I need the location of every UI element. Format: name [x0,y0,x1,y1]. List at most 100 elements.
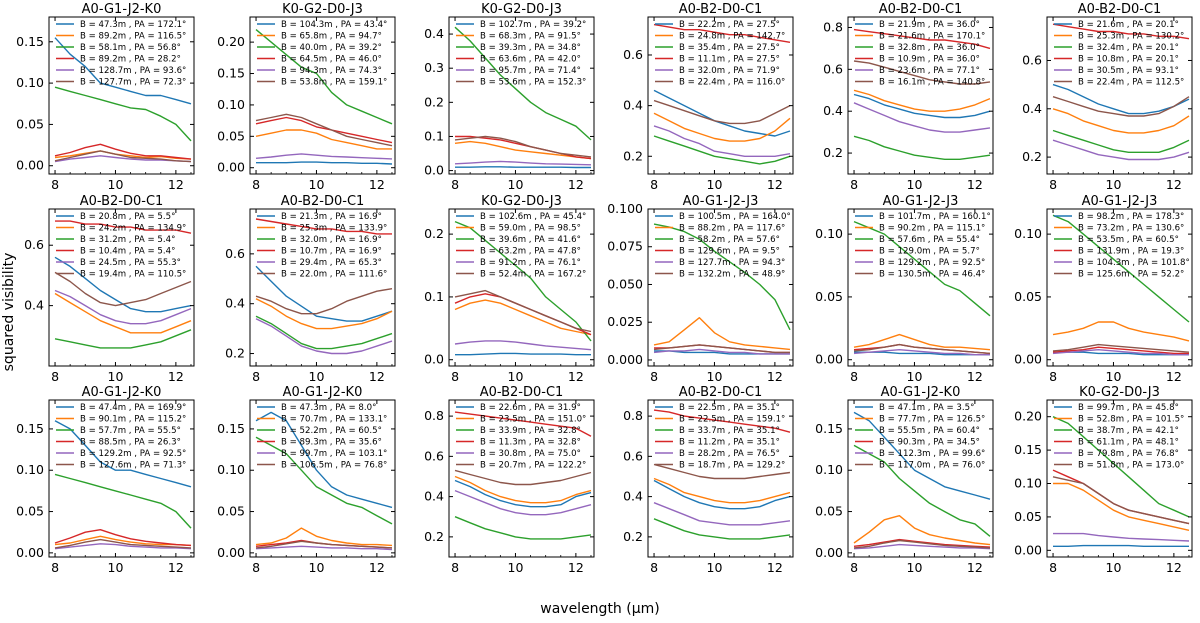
series-lines [255,29,393,165]
legend-entry: B = 129.6m , PA = 9.5° [679,247,780,257]
x-tick-label: 8 [451,369,459,384]
y-tick-label: 0.2 [623,529,643,544]
series-line [455,166,591,169]
y-tick-label: 0.4 [24,298,44,313]
legend-entry: B = 19.4m , PA = 110.5° [80,270,186,280]
x-tick-label: 12 [1166,177,1182,192]
legend-entry: B = 20.7m , PA = 122.2° [480,461,586,471]
x-tick-label: 12 [967,560,983,575]
legend-entry: B = 100.5m , PA = 164.0° [679,212,791,222]
series-line [54,271,192,307]
series-line [853,444,991,537]
legend-entry: B = 88.2m , PA = 117.6° [679,224,785,234]
series-line [255,129,392,150]
y-tick-label: 0.6 [823,61,843,76]
legend-entry: B = 61.1m , PA = 48.1° [1078,438,1179,448]
legend-entry: B = 64.5m , PA = 46.0° [281,55,382,65]
legend-entry: B = 24.2m , PA = 134.9° [80,224,186,234]
legend-entry: B = 21.3m , PA = 16.9° [281,212,382,222]
series-line [853,333,991,351]
legend: B = 47.3m , PA = 8.0° B = 70.7m , PA = 13… [257,403,387,471]
legend-entry: B = 104.3m , PA = 101.8° [1078,258,1190,268]
subplot: A0-G1-J2-K0 8 10 12 0.00 0.05 0.10 0.15 B = 47.3… [16,2,195,192]
series-line [653,223,791,331]
legend-entry: B = 25.3m , PA = 130.2° [1078,32,1184,42]
axes-frame [647,208,794,367]
axes-frame [448,16,595,175]
subplot: K0-G2-D0-J3 8 10 12 0.00 0.05 0.10 0.15 0.20 B = … [1014,385,1193,575]
legend-entry: B = 22.6m , PA = 31.9° [480,403,581,413]
series-line [853,538,991,548]
y-tick-label: 0.15 [16,34,44,49]
series-line [1052,129,1190,153]
series-line [653,348,790,355]
y-tick-label: 0.05 [217,504,245,519]
legend-entry: B = 16.1m , PA = 140.8° [879,78,985,88]
subplot: A0-B2-D0-C1 8 10 12 0.2 0.4 0.6 B = 22.2m , PA … [623,2,794,192]
axes-frame [448,399,595,558]
y-tick-label: 0.2 [623,148,643,163]
y-tick-label: 0.100 [607,201,643,216]
legend-entry: B = 22.5m , PA = 159.1° [679,415,785,425]
series-line [54,473,192,529]
legend-entry: B = 40.0m , PA = 39.2° [281,43,382,53]
legend-entry: B = 102.6m , PA = 45.4° [480,212,586,222]
x-tick-label: 10 [707,369,723,384]
legend-entry: B = 47.4m , PA = 169.9° [80,403,186,413]
legend-entry: B = 88.5m , PA = 26.3° [80,438,181,448]
axes-frame [1046,208,1193,367]
y-tick-label: 0.4 [225,296,245,311]
series-line [255,116,393,144]
series-line [54,143,192,160]
subplot-title: K0-G2-D0-J3 [481,194,562,209]
series-lines [54,37,192,163]
legend-entry: B = 55.5m , PA = 60.4° [879,426,980,436]
x-tick-label: 12 [1166,369,1182,384]
series-line [853,349,990,356]
series-lines [454,411,592,540]
subplot-title: A0-B2-D0-C1 [679,2,763,17]
series-line [54,538,192,549]
axes-frame [448,208,595,367]
y-tick-label: 0.0 [424,163,444,178]
legend-entry: B = 11.2m , PA = 35.1° [679,438,780,448]
axes-frame [48,399,195,558]
series-line [653,125,791,157]
legend-entry: B = 24.8m , PA = 142.7° [679,32,785,42]
legend-entry: B = 102.7m , PA = 39.2° [480,20,586,30]
axes-frame [1046,399,1193,558]
series-lines [853,28,991,160]
legend-entry: B = 52.2m , PA = 60.5° [281,426,382,436]
legend-entry: B = 98.2m , PA = 178.3° [1078,212,1184,222]
y-tick-label: 0.05 [1014,509,1042,524]
series-line [255,298,393,330]
x-tick-label: 12 [369,369,385,384]
legend-entry: B = 35.4m , PA = 27.5° [679,43,780,53]
series-line [653,344,790,354]
legend-entry: B = 21.6m , PA = 170.1° [879,32,985,42]
subplot-title: K0-G2-D0-J3 [282,2,363,17]
series-lines [653,409,791,540]
series-line [1052,139,1190,161]
axes-frame [1046,16,1193,175]
legend-entry: B = 47.3m , PA = 172.1° [80,20,186,30]
series-line [1053,482,1190,531]
y-tick-label: 0.8 [623,408,643,423]
x-tick-label: 12 [767,369,783,384]
y-tick-label: 0.00 [16,545,44,560]
series-line [54,150,192,163]
y-tick-label: 0.05 [217,128,245,143]
x-tick-label: 10 [309,369,325,384]
x-tick-label: 8 [650,177,658,192]
series-line [1052,83,1190,115]
x-tick-label: 10 [907,369,923,384]
series-lines [653,23,791,165]
axes-frame [249,16,396,175]
legend: B = 98.2m , PA = 178.3° B = 73.2m , PA = … [1054,212,1190,280]
subplot-title: A0-B2-D0-C1 [281,194,365,209]
legend-entry: B = 32.8m , PA = 36.0° [879,43,980,53]
y-tick-label: 0.3 [424,60,444,75]
series-line [853,93,991,119]
x-tick-label: 8 [451,177,459,192]
series-lines [653,223,791,355]
